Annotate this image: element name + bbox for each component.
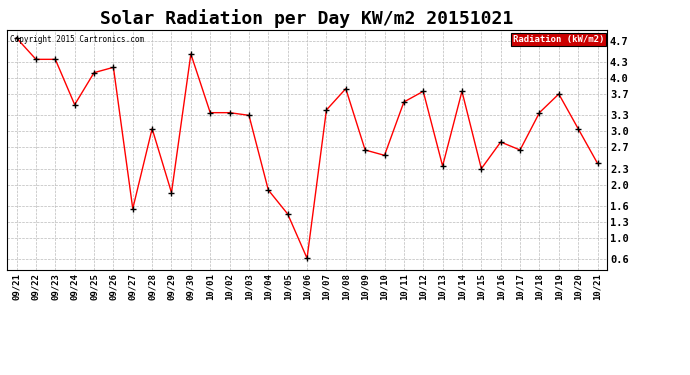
- Title: Solar Radiation per Day KW/m2 20151021: Solar Radiation per Day KW/m2 20151021: [101, 9, 513, 28]
- Text: Copyright 2015 Cartronics.com: Copyright 2015 Cartronics.com: [10, 35, 144, 44]
- Text: Radiation (kW/m2): Radiation (kW/m2): [513, 35, 604, 44]
